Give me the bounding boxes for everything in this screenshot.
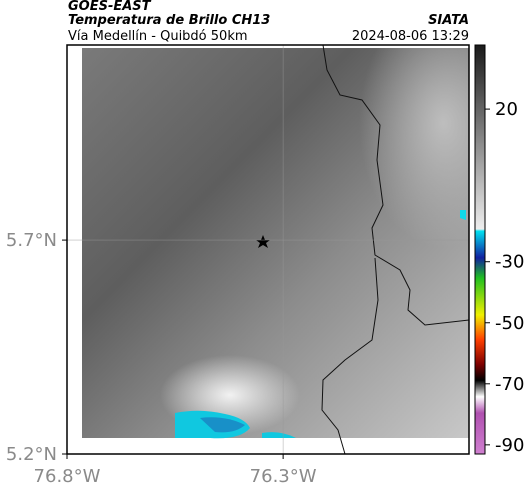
border	[321, 257, 379, 454]
agency: GOES-EAST	[68, 0, 152, 14]
colorbar-tick-label: -50	[495, 313, 524, 334]
x-tick-label: 76.3°W	[250, 466, 317, 487]
map-area	[67, 45, 469, 454]
border	[322, 45, 469, 326]
cold-cloud-core	[200, 417, 245, 433]
region: Vía Medellín - Quibdó 50km	[68, 29, 248, 44]
location-marker	[256, 235, 270, 248]
y-tick-label: 5.2°N	[6, 444, 57, 465]
colorbar-tick-label: -30	[495, 252, 524, 273]
colorbar-tick-label: -70	[495, 374, 524, 395]
cloud-field	[300, 48, 469, 298]
y-tick-label: 5.7°N	[6, 230, 57, 251]
colorbar-tick-label: -90	[495, 435, 524, 456]
datetime: 2024-08-06 13:29	[352, 29, 469, 44]
map-frame	[66, 44, 470, 455]
cold-cloud	[460, 210, 466, 220]
title: Temperatura de Brillo CH13	[68, 13, 270, 28]
colorbar-tick-label: 20	[495, 99, 518, 120]
cold-cloud	[262, 432, 296, 438]
source: SIATA	[428, 13, 469, 28]
colorbar	[474, 44, 486, 455]
x-tick-label: 76.8°W	[34, 466, 101, 487]
